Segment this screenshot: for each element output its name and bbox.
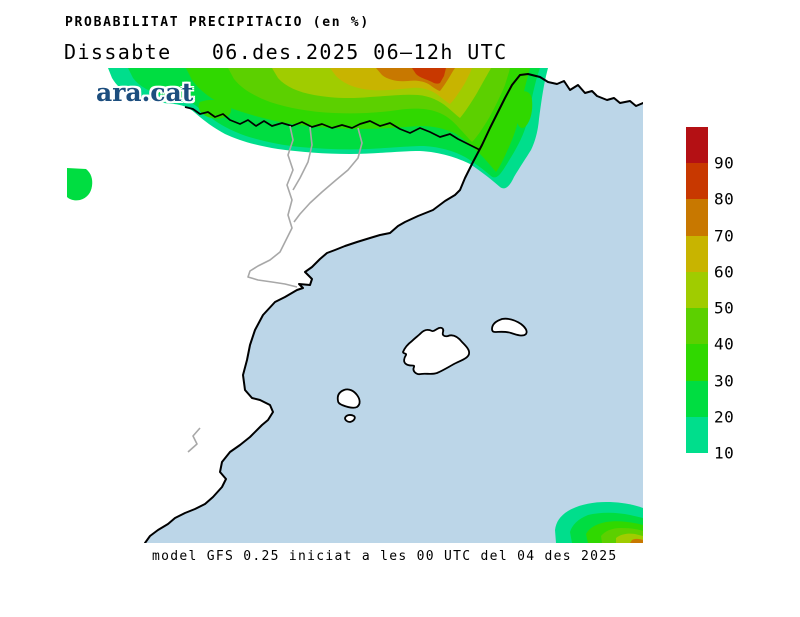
balearic-islands (336, 317, 528, 423)
mediterranean-sea (145, 74, 643, 543)
colorbar-label: 80 (714, 189, 735, 209)
border-inner-west (292, 126, 313, 191)
precip-se-band-70 (630, 538, 643, 543)
colorbar-label: 60 (714, 262, 735, 282)
admin-borders (187, 125, 363, 453)
pyrenees-border (184, 106, 481, 151)
colorbar-segment (686, 235, 708, 272)
colorbar-label: 40 (714, 334, 735, 354)
valid-time-subtitle: Dissabte 06.des.2025 06–12h UTC (64, 40, 508, 64)
colorbar-segment (686, 416, 708, 453)
border-valencia-south (187, 427, 201, 453)
page-title: PROBABILITAT PRECIPITACIO (en %) (65, 15, 370, 30)
island-mallorca (402, 326, 471, 376)
colorbar-label: 10 (714, 443, 735, 463)
colorbar-segment (686, 271, 708, 309)
ara-cat-logo: ara.cat (96, 78, 194, 107)
precip-blob-west (67, 168, 93, 201)
probability-colorbar: 90 80 70 60 50 40 30 20 10 (686, 127, 734, 463)
border-inner-east (293, 127, 363, 223)
colorbar-label: 50 (714, 298, 735, 318)
island-formentera (344, 414, 356, 423)
colorbar-segment (686, 380, 708, 417)
colorbar-segment (686, 127, 708, 164)
colorbar-label: 70 (714, 226, 735, 246)
precip-field-pyrenees (108, 68, 548, 189)
border-aragon-catalonia (247, 125, 298, 288)
island-menorca (491, 317, 528, 337)
coastline (144, 73, 643, 543)
precipitation-probability-map (67, 68, 643, 543)
model-run-caption: model GFS 0.25 iniciat a les 00 UTC del … (152, 549, 618, 564)
precip-field-southeast (555, 502, 643, 543)
island-ibiza (336, 388, 361, 409)
colorbar-label: 90 (714, 153, 735, 173)
colorbar-segment (686, 199, 708, 236)
colorbar-label: 30 (714, 371, 735, 391)
precip-patch-30-east (516, 91, 533, 128)
colorbar-label: 20 (714, 407, 735, 427)
colorbar-segment (686, 163, 708, 200)
precip-band-80 (412, 68, 446, 84)
colorbar-segment (686, 344, 708, 381)
colorbar-segment (686, 308, 708, 345)
